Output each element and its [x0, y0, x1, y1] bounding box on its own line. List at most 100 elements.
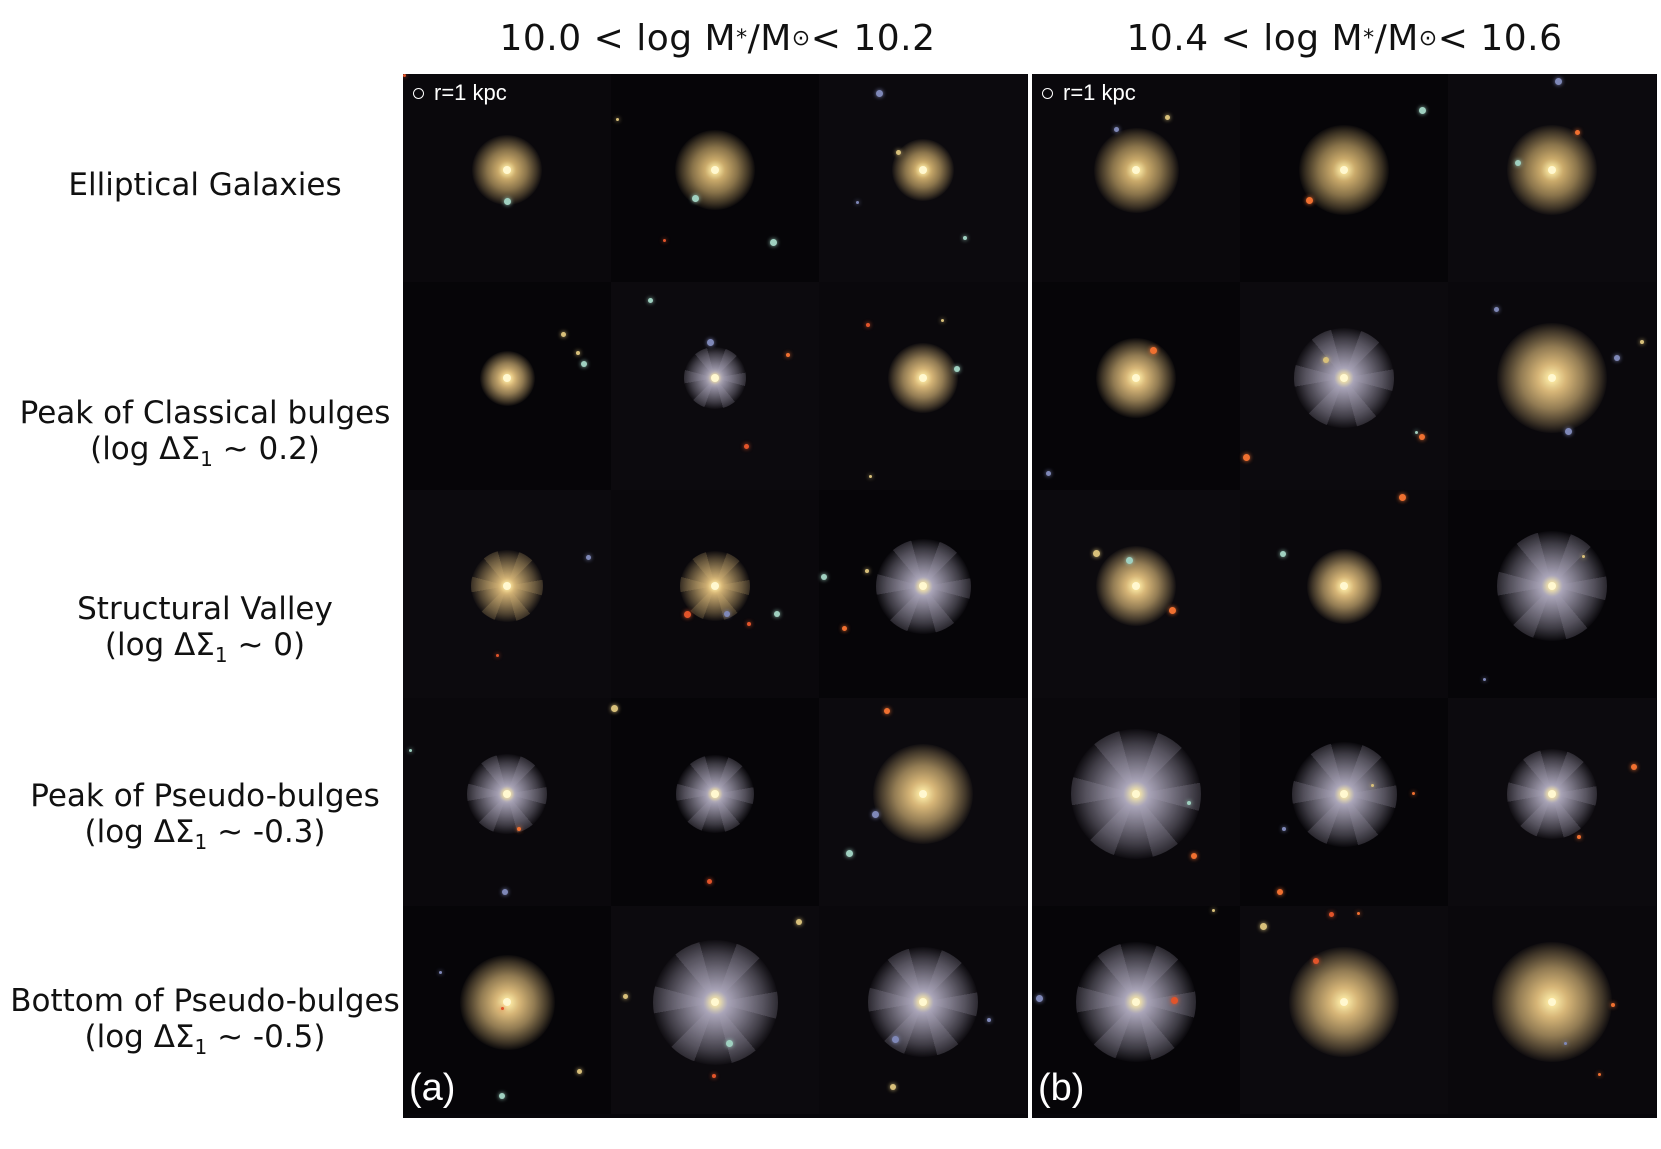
background-star: [409, 749, 412, 752]
background-star: [1415, 431, 1418, 434]
galaxy-core: [1548, 998, 1556, 1006]
galaxy-cutout-a-r4-c2: [611, 698, 819, 906]
galaxy-core: [1132, 166, 1140, 174]
background-star: [1412, 792, 1415, 795]
background-star: [842, 626, 847, 631]
background-star: [774, 611, 780, 617]
image-panel-b: r=1 kpc (b): [1032, 74, 1657, 1118]
background-star: [1575, 130, 1580, 135]
galaxy-core: [919, 790, 927, 798]
background-star: [517, 827, 521, 831]
galaxy-cutout-b-r4-c2: [1240, 698, 1448, 906]
background-star: [869, 475, 872, 478]
galaxy-cutout-a-r1-c1: [403, 74, 611, 282]
background-star: [1582, 555, 1585, 558]
background-star: [1260, 923, 1267, 930]
scale-text: r=1 kpc: [1063, 80, 1136, 105]
background-star: [1555, 78, 1562, 85]
galaxy-cutout-b-r2-c1: [1032, 282, 1240, 490]
background-star: [502, 889, 508, 895]
galaxy-core: [919, 166, 927, 174]
galaxy-core: [1340, 790, 1348, 798]
background-star: [724, 611, 730, 617]
background-star: [1280, 551, 1286, 557]
background-star: [865, 569, 869, 573]
background-star: [1126, 557, 1133, 564]
galaxy-cutout-b-r4-c1: [1032, 698, 1240, 906]
background-star: [872, 811, 879, 818]
galaxy-cutout-b-r5-c2: [1240, 906, 1448, 1114]
background-star: [1282, 827, 1286, 831]
galaxy-cutout-b-r3-c2: [1240, 490, 1448, 698]
galaxy-cutout-b-r2-c2: [1240, 282, 1448, 490]
galaxy-cutout-a-r1-c3: [819, 74, 1027, 282]
background-star: [896, 150, 901, 155]
galaxy-core: [503, 374, 511, 382]
background-star: [747, 622, 751, 626]
background-star: [1165, 115, 1170, 120]
background-star: [1036, 995, 1043, 1002]
galaxy-cutout-a-r5-c3: [819, 906, 1027, 1114]
background-star: [1631, 764, 1637, 770]
background-star: [866, 323, 870, 327]
background-star: [1564, 1042, 1567, 1045]
background-star: [616, 118, 619, 121]
background-star: [439, 971, 442, 974]
background-star: [1640, 340, 1644, 344]
galaxy-cutout-b-r4-c3: [1448, 698, 1656, 906]
galaxy-core: [503, 582, 511, 590]
background-star: [577, 1069, 582, 1074]
scale-bar-label: r=1 kpc: [413, 80, 507, 106]
background-star: [1169, 607, 1176, 614]
background-star: [1371, 784, 1374, 787]
scale-text: r=1 kpc: [434, 80, 507, 105]
galaxy-core: [1340, 374, 1348, 382]
background-star: [561, 332, 566, 337]
galaxy-core: [711, 166, 719, 174]
galaxy-cutout-b-r1-c2: [1240, 74, 1448, 282]
background-star: [1093, 550, 1100, 557]
background-star: [1419, 434, 1425, 440]
background-star: [611, 705, 618, 712]
background-star: [1243, 454, 1250, 461]
background-star: [1212, 909, 1215, 912]
background-star: [892, 1036, 899, 1043]
galaxy-cutout-b-r1-c1: [1032, 74, 1240, 282]
background-star: [786, 353, 790, 357]
galaxy-cutout-b-r3-c3: [1448, 490, 1656, 698]
background-star: [712, 1074, 716, 1078]
background-star: [504, 198, 511, 205]
background-star: [1046, 471, 1051, 476]
panel-letter-b: (b): [1038, 1067, 1085, 1109]
panel-divider: [1028, 74, 1032, 1118]
galaxy-core: [1340, 166, 1348, 174]
galaxy-cutout-a-r5-c2: [611, 906, 819, 1114]
background-star: [576, 351, 580, 355]
background-star: [1565, 428, 1572, 435]
background-star: [1357, 912, 1360, 915]
panel-letter-a: (a): [409, 1067, 456, 1109]
background-star: [1614, 355, 1620, 361]
galaxy-cutout-a-r2-c2: [611, 282, 819, 490]
background-star: [846, 850, 853, 857]
image-panel-a: r=1 kpc (a): [403, 74, 1028, 1118]
row-label-classical-bulges: Peak of Classical bulges (log ΔΣ1 ∼ 0.2): [19, 395, 391, 471]
row-label-pseudo-bulges-bottom: Bottom of Pseudo-bulges (log ΔΣ1 ∼ -0.5): [10, 983, 400, 1059]
background-star: [941, 319, 944, 322]
background-star: [663, 239, 666, 242]
galaxy-core: [1548, 374, 1556, 382]
background-star: [796, 919, 802, 925]
background-star: [1598, 1073, 1601, 1076]
background-star: [707, 339, 714, 346]
galaxy-cutout-b-r1-c3: [1448, 74, 1656, 282]
galaxy-core: [1340, 582, 1348, 590]
galaxy-core: [503, 166, 511, 174]
background-star: [1150, 347, 1157, 354]
background-star: [1577, 835, 1581, 839]
background-star: [1277, 889, 1283, 895]
background-star: [1399, 494, 1406, 501]
background-star: [581, 361, 587, 367]
background-star: [648, 298, 653, 303]
background-star: [1611, 1003, 1615, 1007]
background-star: [954, 366, 960, 372]
